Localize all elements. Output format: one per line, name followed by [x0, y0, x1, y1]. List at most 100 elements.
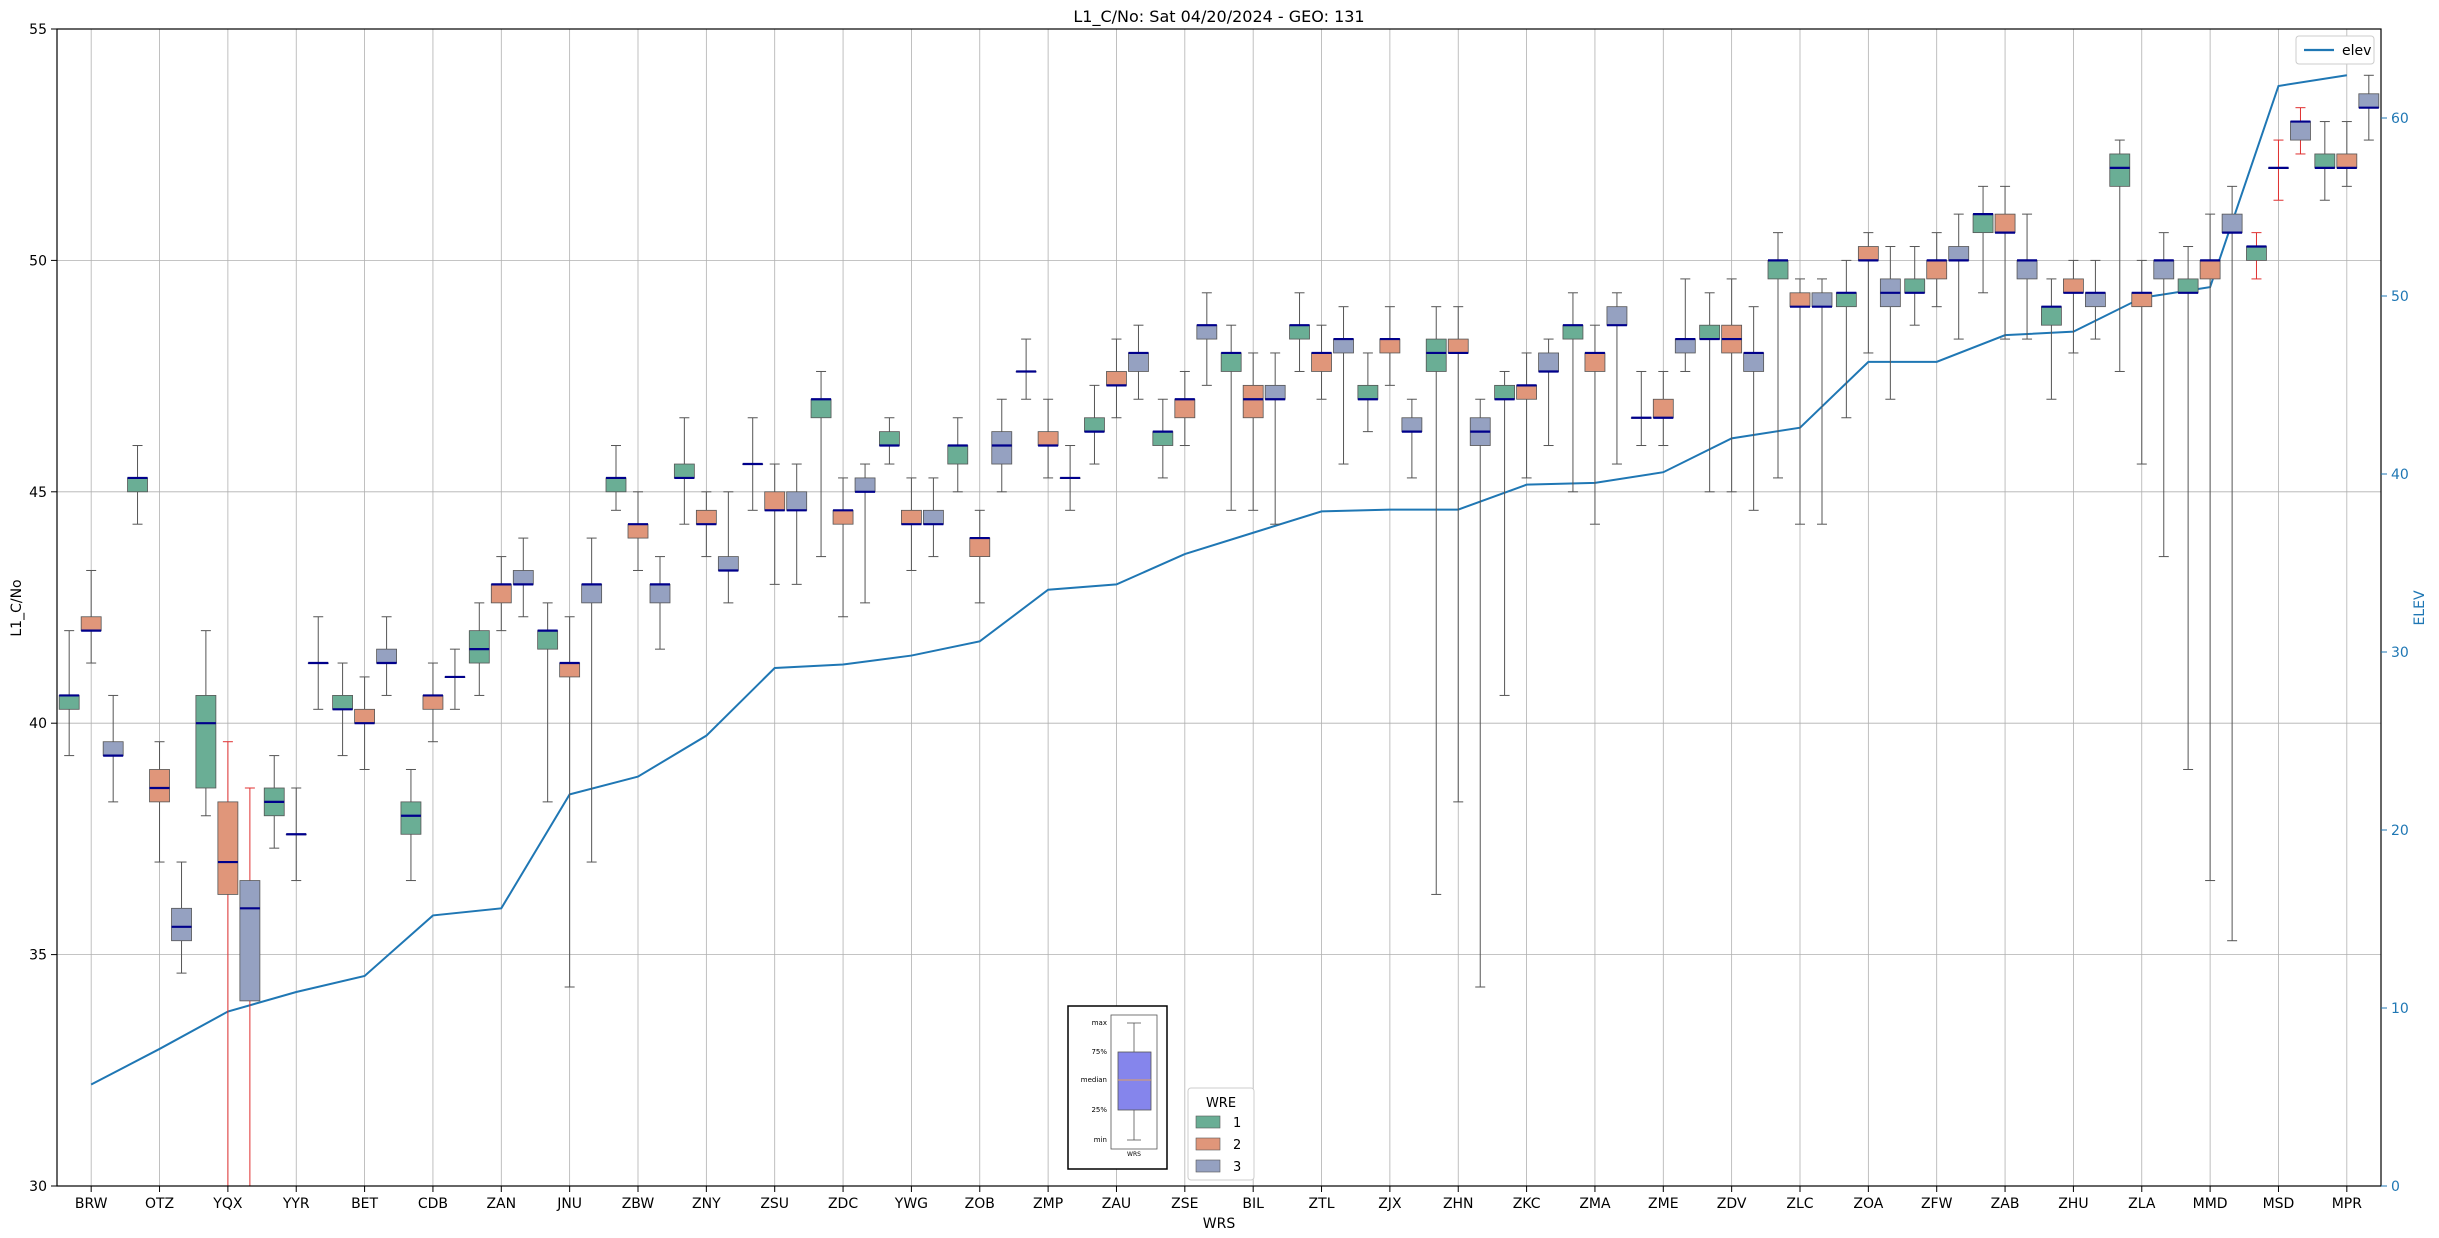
box-MPR-wre3 — [2358, 74, 2380, 141]
iqr-box — [1562, 324, 1584, 340]
box-ZSU-wre3 — [786, 463, 808, 585]
box-ZOA-wre2 — [1857, 232, 1879, 354]
iqr-box — [1174, 398, 1196, 419]
wre-legend-swatch-1 — [1195, 1115, 1221, 1129]
iqr-box — [1311, 352, 1332, 372]
x-tick-label: CDB — [418, 1196, 448, 1212]
iqr-box — [810, 398, 832, 419]
box-ZLC-wre2 — [1789, 278, 1811, 525]
box-ZDC-wre1 — [810, 370, 832, 558]
iqr-box — [1811, 292, 1833, 308]
box-CDB-wre3 — [444, 648, 466, 710]
box-ZKC-wre1 — [1494, 370, 1515, 696]
box-ZME-wre1 — [1630, 370, 1652, 447]
box-OTZ-wre1 — [127, 445, 148, 525]
box-ZSE-wre2 — [1174, 370, 1196, 447]
iqr-box — [854, 477, 876, 493]
iqr-box — [1264, 384, 1286, 400]
elev-line-layer — [90, 74, 2347, 1086]
box-ZMA-wre2 — [1584, 324, 1606, 525]
iqr-box — [901, 509, 922, 525]
x-tick-label: BRW — [75, 1196, 108, 1212]
plot-frame — [56, 28, 2382, 1187]
x-tick-label: OTZ — [145, 1196, 174, 1212]
x-tick-label: ZMP — [1033, 1196, 1063, 1212]
box-CDB-wre1 — [400, 768, 422, 882]
box-ZSE-wre1 — [1152, 398, 1174, 479]
iqr-box — [1972, 213, 1994, 234]
box-ZBW-wre3 — [649, 556, 671, 650]
y2-tick-label: 50 — [2391, 289, 2409, 305]
iqr-box — [1904, 278, 1926, 294]
box-OTZ-wre3 — [171, 861, 192, 974]
box-ZHU-wre2 — [2063, 259, 2084, 354]
iqr-box — [605, 477, 627, 493]
box-ZNY-wre1 — [673, 417, 695, 525]
box-YWG-wre1 — [879, 417, 900, 465]
iqr-box — [239, 880, 261, 1002]
x-axis-label: WRS — [1203, 1216, 1236, 1232]
y-tick-label: 50 — [29, 253, 47, 269]
iqr-box — [764, 491, 786, 511]
y-axis-left: 30 35 40 45 50 55 — [29, 22, 57, 1195]
iqr-box — [649, 583, 671, 604]
wre-legend-label-1: 1 — [1233, 1116, 1241, 1131]
iqr-box — [1789, 292, 1811, 308]
box-BIL-wre2 — [1242, 352, 1264, 511]
box-MMD-wre3 — [2221, 185, 2243, 942]
box-BET-wre2 — [354, 676, 375, 770]
iqr-box — [2336, 153, 2358, 169]
box-JNU-wre3 — [581, 537, 603, 863]
box-ZOB-wre2 — [969, 509, 991, 604]
iqr-box — [2016, 259, 2038, 280]
box-ZDC-wre2 — [832, 477, 854, 618]
box-ZOB-wre1 — [947, 417, 969, 493]
box-JNU-wre1 — [537, 602, 559, 803]
y2-axis-label: ELEV — [2412, 590, 2428, 625]
iqr-box — [1289, 324, 1310, 340]
iqr-box — [332, 695, 353, 710]
iqr-box — [149, 769, 170, 803]
wre-legend-label-3: 3 — [1233, 1160, 1241, 1175]
box-ZAU-wre1 — [1084, 384, 1105, 465]
box-ZAB-wre2 — [1994, 185, 2016, 340]
inset-label-q1: 25% — [1091, 1106, 1107, 1114]
iqr-box — [2109, 153, 2131, 187]
inset-inner-frame — [1110, 1014, 1158, 1150]
x-tick-label: ZAU — [1102, 1196, 1131, 1212]
box-ZTL-wre1 — [1289, 292, 1310, 372]
x-tick-label: ZLC — [1786, 1196, 1813, 1212]
iqr-box — [1196, 324, 1218, 340]
box-YWG-wre2 — [901, 477, 922, 571]
x-tick-label: MSD — [2263, 1196, 2295, 1212]
x-tick-label: ZFW — [1921, 1196, 1953, 1212]
box-BET-wre1 — [332, 662, 353, 757]
iqr-box — [1242, 384, 1264, 419]
box-ZAU-wre3 — [1128, 324, 1149, 400]
box-OTZ-wre2 — [149, 741, 170, 863]
box-ZLA-wre3 — [2153, 232, 2175, 558]
x-tick-label: YWG — [894, 1196, 928, 1212]
x-tick-label: ZBW — [622, 1196, 655, 1212]
box-ZAU-wre2 — [1106, 338, 1127, 419]
iqr-box — [490, 583, 512, 604]
box-ZLC-wre1 — [1767, 232, 1789, 479]
box-BRW-wre2 — [80, 569, 102, 664]
box-ZAN-wre3 — [512, 537, 534, 618]
iqr-box — [1699, 324, 1721, 340]
iqr-box — [2246, 246, 2267, 261]
iqr-box — [627, 523, 649, 539]
box-YYR-wre2 — [285, 787, 307, 882]
y-tick-label: 45 — [29, 485, 47, 501]
iqr-box — [468, 630, 490, 664]
iqr-box — [2085, 292, 2106, 308]
iqr-box — [1652, 398, 1674, 419]
box-YYR-wre3 — [307, 616, 329, 710]
box-ZHN-wre1 — [1425, 306, 1447, 895]
box-ZJX-wre1 — [1357, 352, 1379, 433]
box-ZNY-wre2 — [695, 491, 717, 558]
box-ZME-wre2 — [1652, 370, 1674, 447]
y2-tick-label: 10 — [2391, 1001, 2409, 1017]
iqr-box — [1401, 417, 1423, 433]
iqr-box — [1857, 246, 1879, 261]
